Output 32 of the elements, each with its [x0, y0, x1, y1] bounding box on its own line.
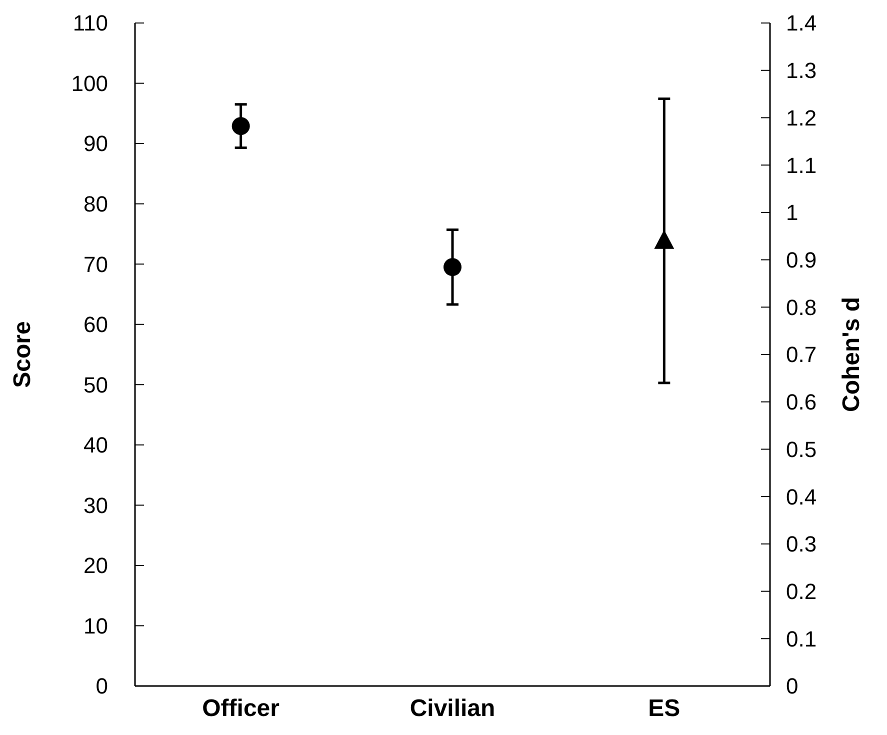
y-tick-label: 20 [84, 553, 108, 578]
y-axis-title: Score [9, 321, 36, 388]
y2-tick-label: 0 [786, 674, 798, 699]
y-tick-label: 0 [96, 674, 108, 699]
y2-tick-label: 1.1 [786, 152, 817, 178]
x-tick-label: Civilian [410, 695, 496, 722]
y2-tick-label: 0.5 [786, 436, 817, 462]
y2-tick-label: 0.9 [786, 247, 817, 272]
y2-tick-label: 0.3 [786, 532, 817, 557]
y2-tick-label: 0.8 [786, 294, 817, 320]
y2-tick-label: 0.6 [786, 390, 817, 415]
y2-tick-label: 1.2 [786, 105, 817, 130]
y-tick-label: 60 [84, 312, 108, 338]
y2-tick-label: 0.2 [786, 578, 817, 604]
y2-tick-label: 1 [786, 200, 798, 226]
y2-tick-label: 0.7 [786, 342, 817, 368]
y2-axis-title: Cohen's d [838, 296, 865, 412]
y2-tick-label: 1.3 [786, 58, 817, 84]
y2-tick-label: 0.1 [786, 626, 817, 652]
x-tick-label: ES [648, 695, 680, 722]
x-tick-label: Officer [202, 695, 280, 722]
y-tick-label: 110 [72, 10, 108, 36]
y-tick-label: 90 [84, 131, 108, 156]
y-tick-label: 40 [84, 432, 108, 458]
y2-tick-label: 0.4 [786, 484, 817, 510]
y-tick-label: 50 [84, 372, 108, 398]
y-tick-label: 70 [84, 252, 108, 277]
y-tick-label: 30 [84, 492, 108, 518]
y-tick-label: 10 [84, 613, 108, 638]
y-tick-label: 100 [71, 70, 108, 96]
y-tick-label: 80 [84, 192, 108, 217]
y2-tick-label: 1.4 [786, 10, 817, 36]
